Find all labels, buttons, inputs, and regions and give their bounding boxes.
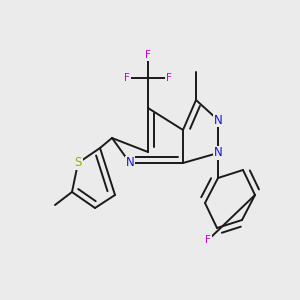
Text: N: N: [214, 146, 222, 160]
Text: F: F: [205, 235, 211, 245]
Text: F: F: [124, 73, 130, 83]
Text: N: N: [214, 113, 222, 127]
Text: N: N: [126, 157, 134, 169]
Text: S: S: [74, 157, 82, 169]
Text: F: F: [145, 50, 151, 60]
Text: F: F: [166, 73, 172, 83]
